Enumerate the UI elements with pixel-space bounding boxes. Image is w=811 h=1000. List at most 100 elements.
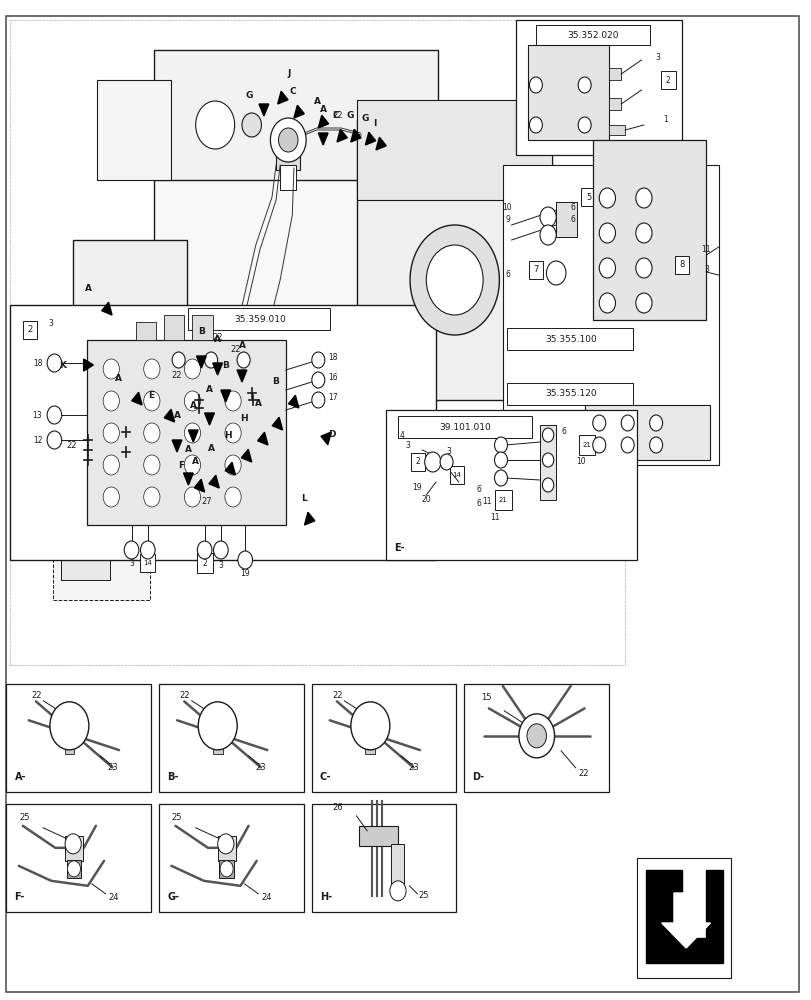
Text: 25: 25 — [418, 891, 429, 900]
Polygon shape — [318, 115, 328, 128]
Text: 17: 17 — [328, 392, 337, 401]
Polygon shape — [288, 395, 298, 408]
Text: 25: 25 — [172, 813, 182, 822]
Text: 14: 14 — [144, 560, 152, 566]
Bar — [67, 860, 81, 878]
Text: 6: 6 — [504, 270, 509, 279]
Bar — [495, 490, 511, 510]
Circle shape — [172, 352, 185, 368]
Text: 22: 22 — [332, 691, 342, 700]
Text: 25: 25 — [19, 813, 30, 822]
Text: 27: 27 — [201, 497, 212, 506]
Text: 16: 16 — [328, 372, 337, 381]
Polygon shape — [318, 133, 328, 145]
Bar — [87, 340, 285, 525]
Circle shape — [526, 724, 546, 748]
Circle shape — [238, 551, 252, 569]
Circle shape — [494, 437, 507, 453]
Bar — [159, 804, 303, 912]
Circle shape — [204, 352, 217, 368]
Circle shape — [198, 702, 237, 750]
Bar — [212, 738, 222, 754]
Polygon shape — [645, 870, 722, 963]
Text: A: A — [115, 374, 122, 383]
Text: 35.355.120: 35.355.120 — [544, 389, 596, 398]
Text: H: H — [224, 431, 232, 440]
Circle shape — [184, 391, 200, 411]
Text: 23: 23 — [255, 763, 266, 772]
Circle shape — [184, 487, 200, 507]
Circle shape — [144, 487, 160, 507]
Polygon shape — [241, 449, 251, 462]
Text: 3: 3 — [129, 558, 134, 568]
Text: 24: 24 — [109, 893, 119, 902]
Text: G: G — [346, 111, 354, 120]
Text: 21: 21 — [499, 497, 507, 503]
Text: 23: 23 — [408, 763, 418, 772]
Circle shape — [49, 702, 88, 750]
Circle shape — [635, 223, 651, 243]
Circle shape — [494, 470, 507, 486]
Bar — [449, 466, 464, 484]
Text: I: I — [373, 119, 376, 128]
Circle shape — [599, 223, 615, 243]
Circle shape — [103, 391, 119, 411]
Polygon shape — [221, 390, 230, 402]
Bar — [608, 98, 620, 110]
Bar — [578, 435, 594, 455]
Polygon shape — [194, 479, 204, 492]
Circle shape — [144, 455, 160, 475]
Bar — [192, 315, 212, 340]
Circle shape — [184, 423, 200, 443]
Bar — [140, 554, 155, 572]
Bar — [10, 305, 436, 560]
Bar — [507, 383, 633, 405]
Text: F: F — [178, 461, 184, 470]
Bar — [527, 45, 608, 140]
Circle shape — [539, 207, 556, 227]
Bar — [357, 100, 551, 200]
Circle shape — [592, 415, 605, 431]
Bar — [581, 188, 595, 206]
Text: 3: 3 — [405, 440, 410, 450]
Text: 39.101.010: 39.101.010 — [439, 422, 491, 432]
Text: J: J — [287, 69, 290, 78]
Text: D: D — [328, 430, 335, 439]
Polygon shape — [237, 370, 247, 382]
Text: 35.359.010: 35.359.010 — [234, 314, 285, 324]
Polygon shape — [365, 132, 375, 145]
Polygon shape — [131, 392, 142, 405]
Circle shape — [529, 117, 542, 133]
Text: A: A — [320, 104, 326, 113]
Bar — [64, 738, 74, 754]
Circle shape — [311, 372, 324, 388]
Text: G-: G- — [167, 892, 179, 902]
Circle shape — [539, 225, 556, 245]
Text: 3: 3 — [446, 448, 451, 456]
Text: 6: 6 — [561, 427, 566, 436]
Text: 20: 20 — [421, 495, 431, 504]
Text: 19: 19 — [240, 568, 250, 578]
Bar — [637, 858, 730, 978]
Text: L: L — [301, 494, 307, 503]
Bar — [154, 100, 438, 400]
Text: A: A — [314, 97, 320, 106]
Text: 24: 24 — [261, 893, 272, 902]
Text: 6: 6 — [569, 216, 574, 225]
Bar — [507, 328, 633, 350]
Bar — [674, 256, 689, 274]
Polygon shape — [225, 462, 235, 475]
Text: A: A — [255, 399, 262, 408]
Bar — [219, 860, 234, 878]
Bar — [503, 165, 718, 465]
Bar — [23, 321, 37, 339]
Text: C-: C- — [320, 772, 331, 782]
Polygon shape — [212, 363, 222, 375]
Text: 1: 1 — [663, 115, 667, 124]
Circle shape — [599, 258, 615, 278]
Circle shape — [278, 128, 298, 152]
Polygon shape — [272, 417, 282, 430]
Circle shape — [184, 455, 200, 475]
Text: 14: 14 — [453, 472, 461, 478]
Text: A: A — [174, 411, 180, 420]
